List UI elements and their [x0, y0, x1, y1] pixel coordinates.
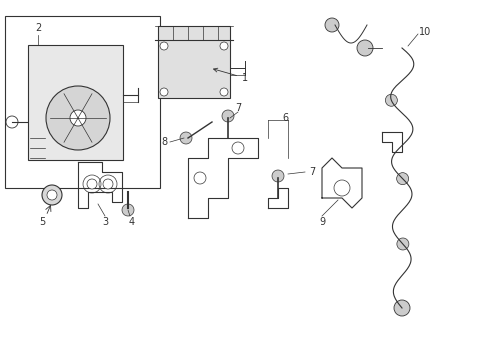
- Circle shape: [47, 190, 57, 200]
- Circle shape: [160, 42, 168, 50]
- Circle shape: [70, 110, 86, 126]
- Text: 3: 3: [102, 217, 108, 227]
- Circle shape: [87, 179, 97, 189]
- Text: 9: 9: [318, 217, 325, 227]
- Circle shape: [180, 132, 192, 144]
- Text: 7: 7: [308, 167, 314, 177]
- FancyBboxPatch shape: [28, 45, 123, 160]
- Circle shape: [393, 300, 409, 316]
- FancyBboxPatch shape: [158, 26, 229, 98]
- Text: 6: 6: [282, 113, 287, 123]
- Circle shape: [396, 238, 408, 250]
- Circle shape: [385, 94, 397, 106]
- Text: 4: 4: [129, 217, 135, 227]
- Text: 1: 1: [213, 68, 247, 83]
- Circle shape: [6, 116, 18, 128]
- Circle shape: [122, 204, 134, 216]
- Text: 2: 2: [35, 23, 41, 33]
- Text: 10: 10: [418, 27, 430, 37]
- Circle shape: [46, 86, 110, 150]
- Bar: [5, 16, 160, 188]
- Text: 7: 7: [234, 103, 241, 113]
- Circle shape: [333, 180, 349, 196]
- Circle shape: [220, 42, 227, 50]
- Circle shape: [271, 170, 284, 182]
- Circle shape: [194, 172, 205, 184]
- Circle shape: [325, 18, 338, 32]
- Circle shape: [222, 110, 234, 122]
- Circle shape: [42, 185, 62, 205]
- Circle shape: [231, 142, 244, 154]
- Text: 5: 5: [39, 217, 45, 227]
- Circle shape: [220, 88, 227, 96]
- Circle shape: [396, 173, 408, 185]
- Circle shape: [356, 40, 372, 56]
- Text: 8: 8: [162, 137, 168, 147]
- Circle shape: [103, 179, 113, 189]
- Circle shape: [160, 88, 168, 96]
